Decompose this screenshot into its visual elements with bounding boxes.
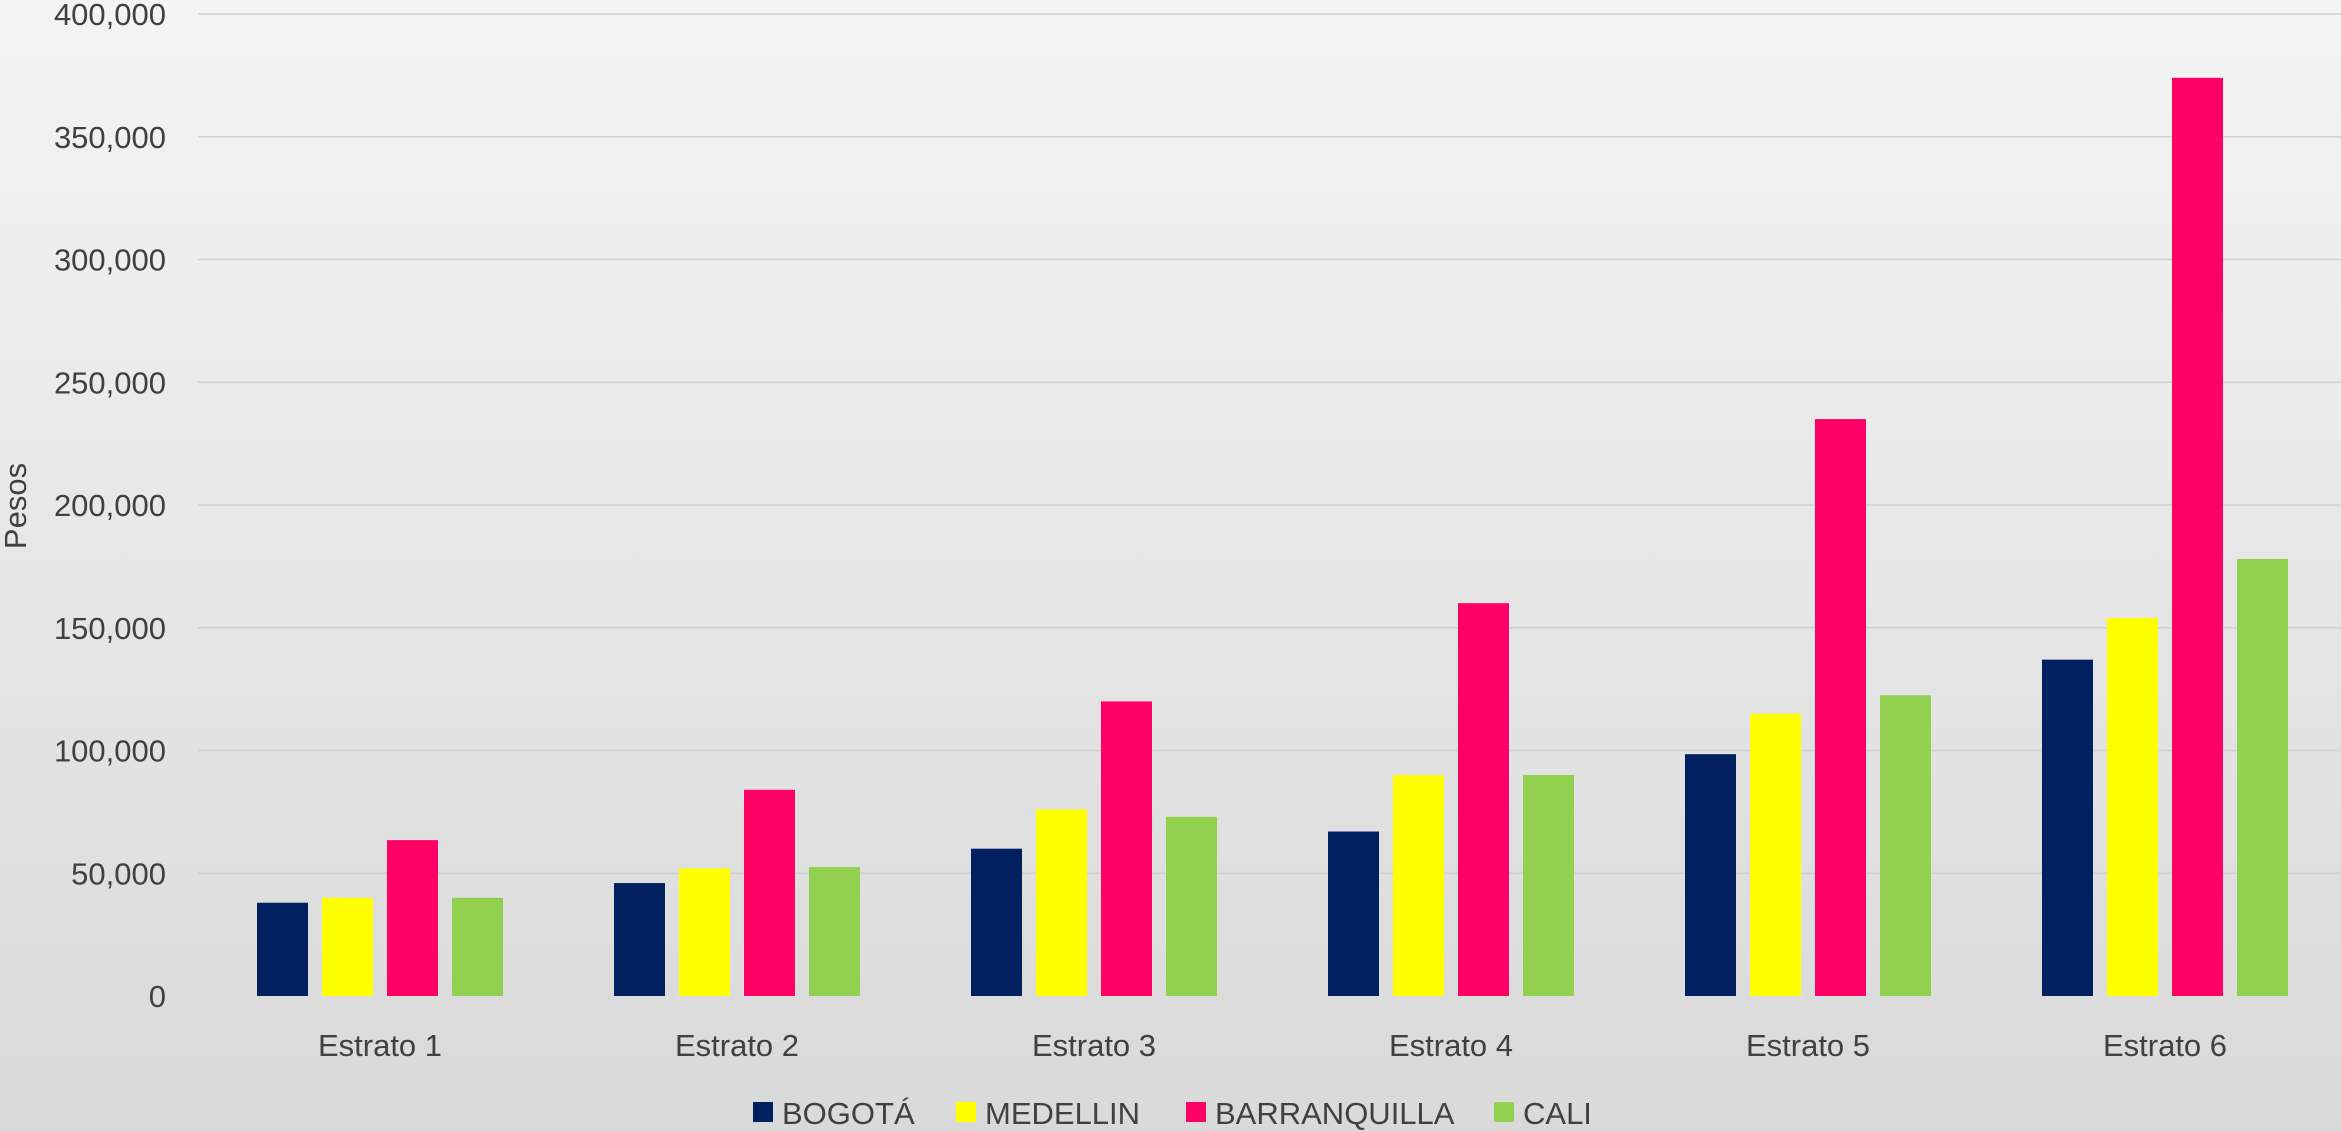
bar — [257, 902, 308, 996]
y-tick-label: 300,000 — [54, 243, 166, 278]
legend-label: BOGOTÁ — [782, 1096, 915, 1131]
bar — [971, 848, 1022, 996]
x-tick-label: Estrato 1 — [318, 1028, 442, 1063]
bar — [2172, 77, 2223, 996]
bar — [614, 883, 665, 996]
y-tick-label: 400,000 — [54, 0, 166, 32]
bar — [1166, 816, 1217, 996]
bar — [1101, 701, 1152, 996]
legend-item: CALI — [1494, 1096, 1592, 1131]
bar — [2237, 559, 2288, 996]
legend-swatch — [1186, 1102, 1206, 1122]
legend-label: MEDELLIN — [985, 1096, 1140, 1131]
bars — [257, 77, 2288, 996]
y-tick-label: 0 — [149, 979, 166, 1014]
bar — [744, 789, 795, 996]
bar — [1523, 775, 1574, 996]
bar — [1880, 695, 1931, 996]
y-tick-label: 150,000 — [54, 611, 166, 646]
legend-item: MEDELLIN — [956, 1096, 1140, 1131]
legend: BOGOTÁ MEDELLIN BARRANQUILLA CALI — [753, 1096, 1592, 1131]
y-tick-label: 200,000 — [54, 488, 166, 523]
y-tick-label: 350,000 — [54, 120, 166, 155]
legend-swatch — [956, 1102, 976, 1122]
gridlines — [198, 13, 2341, 874]
bar — [1815, 419, 1866, 996]
y-axis-ticks: 0 50,000 100,000 150,000 200,000 250,000 300,0… — [54, 0, 166, 1014]
legend-swatch — [753, 1102, 773, 1122]
y-tick-label: 50,000 — [71, 856, 166, 891]
bar — [1685, 754, 1736, 996]
y-tick-label: 250,000 — [54, 365, 166, 400]
bar — [452, 897, 503, 996]
bar — [1036, 809, 1087, 996]
legend-item: BOGOTÁ — [753, 1096, 915, 1131]
legend-swatch — [1494, 1102, 1514, 1122]
y-tick-label: 100,000 — [54, 734, 166, 769]
bar — [1750, 713, 1801, 996]
bar — [1393, 775, 1444, 996]
bar — [387, 840, 438, 996]
x-tick-label: Estrato 2 — [675, 1028, 799, 1063]
legend-label: BARRANQUILLA — [1215, 1096, 1455, 1131]
x-axis-ticks: Estrato 1 Estrato 2 Estrato 3 Estrato 4 Estr… — [318, 1028, 2227, 1063]
bar — [679, 868, 730, 996]
x-tick-label: Estrato 6 — [2103, 1028, 2227, 1063]
bar — [809, 867, 860, 996]
bar — [2042, 659, 2093, 996]
legend-item: BARRANQUILLA — [1186, 1096, 1455, 1131]
bar — [1458, 603, 1509, 996]
x-tick-label: Estrato 3 — [1032, 1028, 1156, 1063]
x-tick-label: Estrato 4 — [1389, 1028, 1513, 1063]
y-axis-title: Pesos — [0, 463, 33, 549]
bar — [322, 897, 373, 996]
legend-label: CALI — [1523, 1096, 1592, 1131]
x-tick-label: Estrato 5 — [1746, 1028, 1870, 1063]
bar — [1328, 831, 1379, 996]
bar — [2107, 617, 2158, 996]
